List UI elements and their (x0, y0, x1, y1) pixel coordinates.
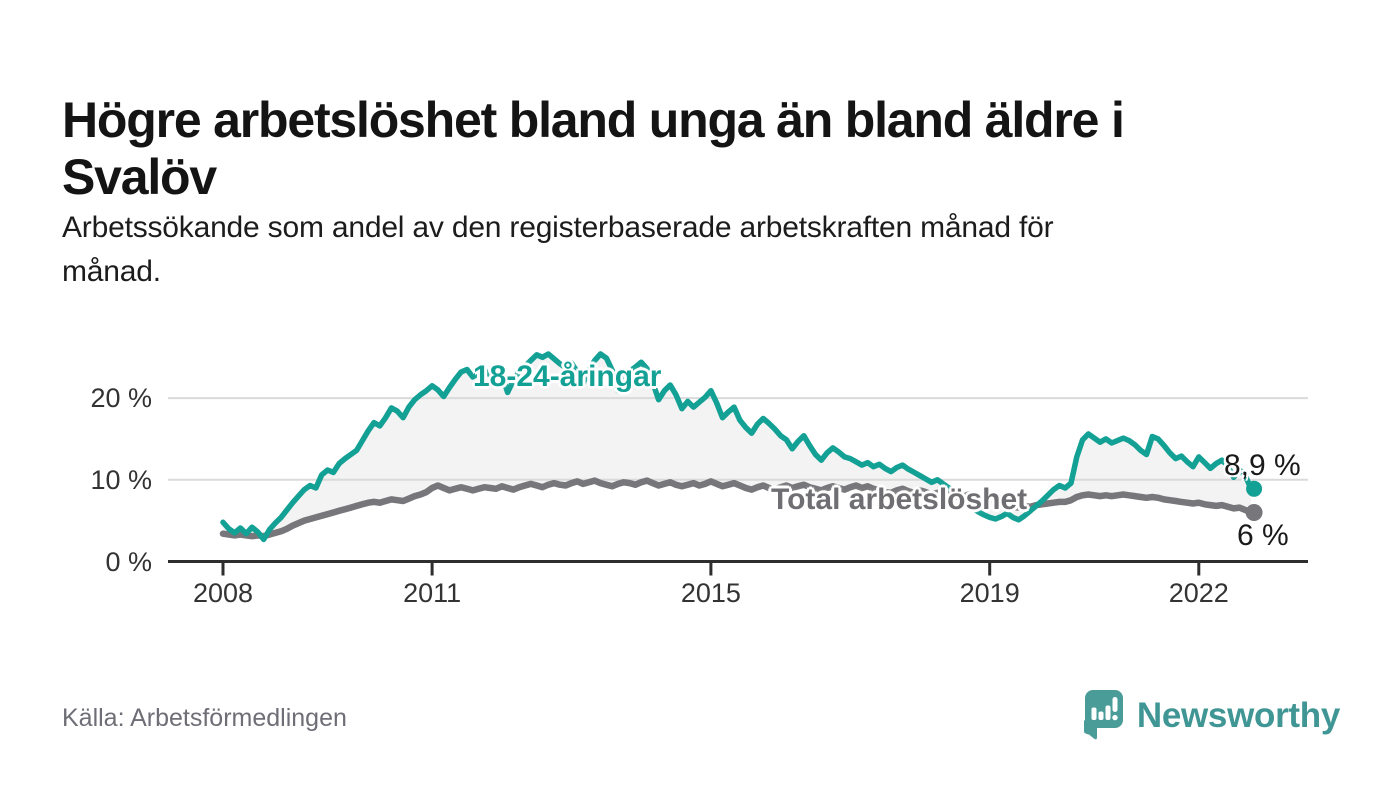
chart-subtitle-line1: Arbetssökande som andel av den registerb… (62, 211, 1054, 244)
logo-exclamation-dot (1112, 714, 1118, 721)
y-tick-label-0: 0 % (105, 546, 152, 577)
y-tick-label-20: 20 % (90, 383, 152, 414)
logo-bar-1 (1091, 707, 1097, 720)
x-tick-label-2022: 2022 (1168, 578, 1229, 608)
newsworthy-bubble-icon (1083, 690, 1123, 740)
logo-bar-2 (1098, 711, 1104, 720)
newsworthy-wordmark: Newsworthy (1136, 696, 1340, 735)
source-note: Källa: Arbetsförmedlingen (62, 704, 347, 732)
x-tick-label-2008: 2008 (192, 578, 254, 608)
series-label-youth: 18-24-åringar (473, 360, 662, 393)
band-fill (223, 354, 1252, 540)
line-youth (220, 351, 1254, 543)
end-dot-total (1245, 503, 1263, 521)
page-title-line1: Högre arbetslöshet bland unga än bland ä… (62, 91, 1125, 148)
end-value-label-total: 6 % (1237, 519, 1289, 552)
line-total (219, 477, 1255, 540)
chart-subtitle-line2: månad. (62, 255, 161, 288)
x-tick-label-2011: 2011 (403, 578, 462, 608)
chart-subtitle: Arbetssökande som andel av den registerb… (62, 206, 1332, 294)
y-tick-label-10: 10 % (90, 464, 152, 495)
page-title-line2: Svalöv (62, 148, 217, 205)
newsworthy-logo: Newsworthy (1083, 686, 1340, 746)
logo-exclamation-bar (1112, 697, 1118, 712)
end-value-label-youth: 8,9 % (1224, 449, 1301, 482)
series-label-total: Total arbetslöshet (771, 483, 1028, 516)
x-tick-label-2019: 2019 (959, 578, 1020, 608)
x-tick-label-2015: 2015 (680, 578, 741, 608)
page-title: Högre arbetslöshet bland unga än bland ä… (62, 92, 1362, 206)
end-dot-youth (1246, 480, 1263, 497)
logo-bar-3 (1105, 705, 1111, 720)
